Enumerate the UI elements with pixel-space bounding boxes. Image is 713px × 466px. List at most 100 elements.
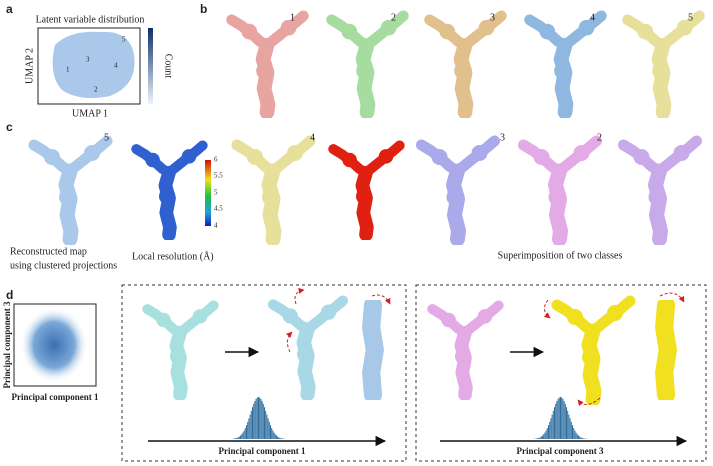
local-resolution-map — [333, 145, 399, 234]
histogram-bar — [551, 414, 553, 439]
colorbar-tick: 4.5 — [214, 205, 223, 213]
histogram — [533, 397, 588, 439]
caption: Superimposition of two classes — [498, 250, 623, 261]
histogram-bar — [546, 428, 548, 439]
histogram-bar — [270, 425, 271, 439]
axis-label: Principal component 3 — [517, 446, 604, 456]
histogram-bar — [537, 438, 539, 439]
histogram-bar — [543, 434, 545, 439]
histogram-bar — [255, 398, 257, 439]
histogram-bar — [237, 437, 239, 439]
class-label: 3 — [500, 132, 505, 143]
density-map — [524, 141, 597, 239]
motion-arrow — [294, 287, 305, 305]
histogram-bar — [582, 438, 584, 439]
histogram-bar — [561, 397, 563, 439]
histogram-bar — [235, 438, 237, 439]
density-map — [628, 16, 700, 112]
class-label: 3 — [490, 12, 495, 23]
dashed-box — [415, 284, 707, 462]
histogram-bar — [581, 437, 583, 439]
histogram-bar — [575, 432, 577, 439]
histogram-bar — [266, 414, 268, 439]
histogram-bar — [241, 434, 243, 439]
histogram-bar — [261, 400, 263, 439]
panel-label: a — [6, 2, 13, 16]
histogram-bar — [545, 430, 547, 439]
histogram-bar — [236, 437, 238, 439]
histogram-bar — [554, 407, 555, 439]
histogram-bar — [552, 410, 554, 439]
histogram-bar — [244, 428, 246, 439]
histogram-bar — [557, 398, 559, 439]
caption: using clustered projections — [10, 260, 117, 271]
histogram-bar — [540, 436, 542, 439]
histogram-bar — [243, 430, 245, 439]
density-map — [34, 141, 107, 239]
density-map — [273, 301, 343, 395]
histogram-bar — [256, 397, 258, 439]
cluster-label: 5 — [122, 36, 126, 44]
histogram-bar — [580, 437, 582, 439]
histogram-bar — [566, 407, 567, 439]
class-label: 4 — [590, 12, 595, 23]
cluster-label: 3 — [86, 56, 90, 64]
scatter-density — [20, 307, 88, 383]
class-label: 4 — [310, 132, 315, 143]
density-map-side — [371, 305, 375, 394]
histogram-bar — [267, 418, 269, 439]
histogram-bar — [569, 418, 571, 439]
class-label: 1 — [290, 12, 295, 23]
histogram-bar — [576, 434, 578, 439]
histogram-bar — [260, 398, 262, 439]
axis-label: Principal component 1 — [219, 446, 306, 456]
histogram-bar — [276, 435, 277, 439]
histogram-bar — [272, 430, 274, 439]
histogram-bar — [273, 432, 275, 439]
histogram — [231, 397, 286, 439]
x-axis-label: UMAP 1 — [72, 108, 108, 119]
histogram-bar — [264, 407, 265, 439]
histogram-bar — [544, 432, 546, 439]
density-map — [432, 305, 498, 394]
histogram-bar — [572, 425, 573, 439]
histogram-bar — [573, 428, 575, 439]
panel-title: Latent variable distribution — [36, 14, 145, 25]
class-label: 2 — [391, 12, 396, 23]
motion-arrow — [543, 299, 551, 319]
panel-label: c — [6, 120, 13, 134]
umap-density — [52, 31, 135, 98]
histogram-bar — [259, 397, 261, 439]
histogram-bar — [548, 425, 549, 439]
histogram-bar — [562, 398, 564, 439]
histogram-bar — [271, 428, 273, 439]
histogram-bar — [279, 437, 281, 439]
density-map — [430, 16, 502, 112]
histogram-bar — [558, 397, 560, 439]
motion-arrow — [286, 331, 293, 353]
colorbar — [205, 160, 211, 226]
histogram-bar — [538, 437, 540, 439]
colorbar-tick: 6 — [214, 156, 218, 164]
histogram-bar — [254, 400, 256, 439]
histogram-bar — [574, 430, 576, 439]
caption: Local resolution (Å) — [132, 250, 214, 262]
density-map — [530, 16, 602, 112]
histogram-bar — [277, 436, 279, 439]
histogram-bar — [578, 435, 579, 439]
histogram-bar — [268, 421, 270, 439]
histogram-bar — [246, 425, 247, 439]
motion-arrow — [659, 292, 685, 303]
histogram-bar — [563, 400, 565, 439]
histogram-bar — [240, 435, 241, 439]
histogram-bar — [560, 397, 561, 439]
histogram-bar — [262, 403, 264, 439]
panel-label: b — [200, 2, 207, 16]
histogram-bar — [258, 397, 259, 439]
motion-arrow — [577, 397, 601, 407]
class-label: 2 — [597, 132, 602, 143]
histogram-bar — [549, 421, 551, 439]
density-map — [557, 301, 630, 399]
histogram-bar — [249, 414, 251, 439]
